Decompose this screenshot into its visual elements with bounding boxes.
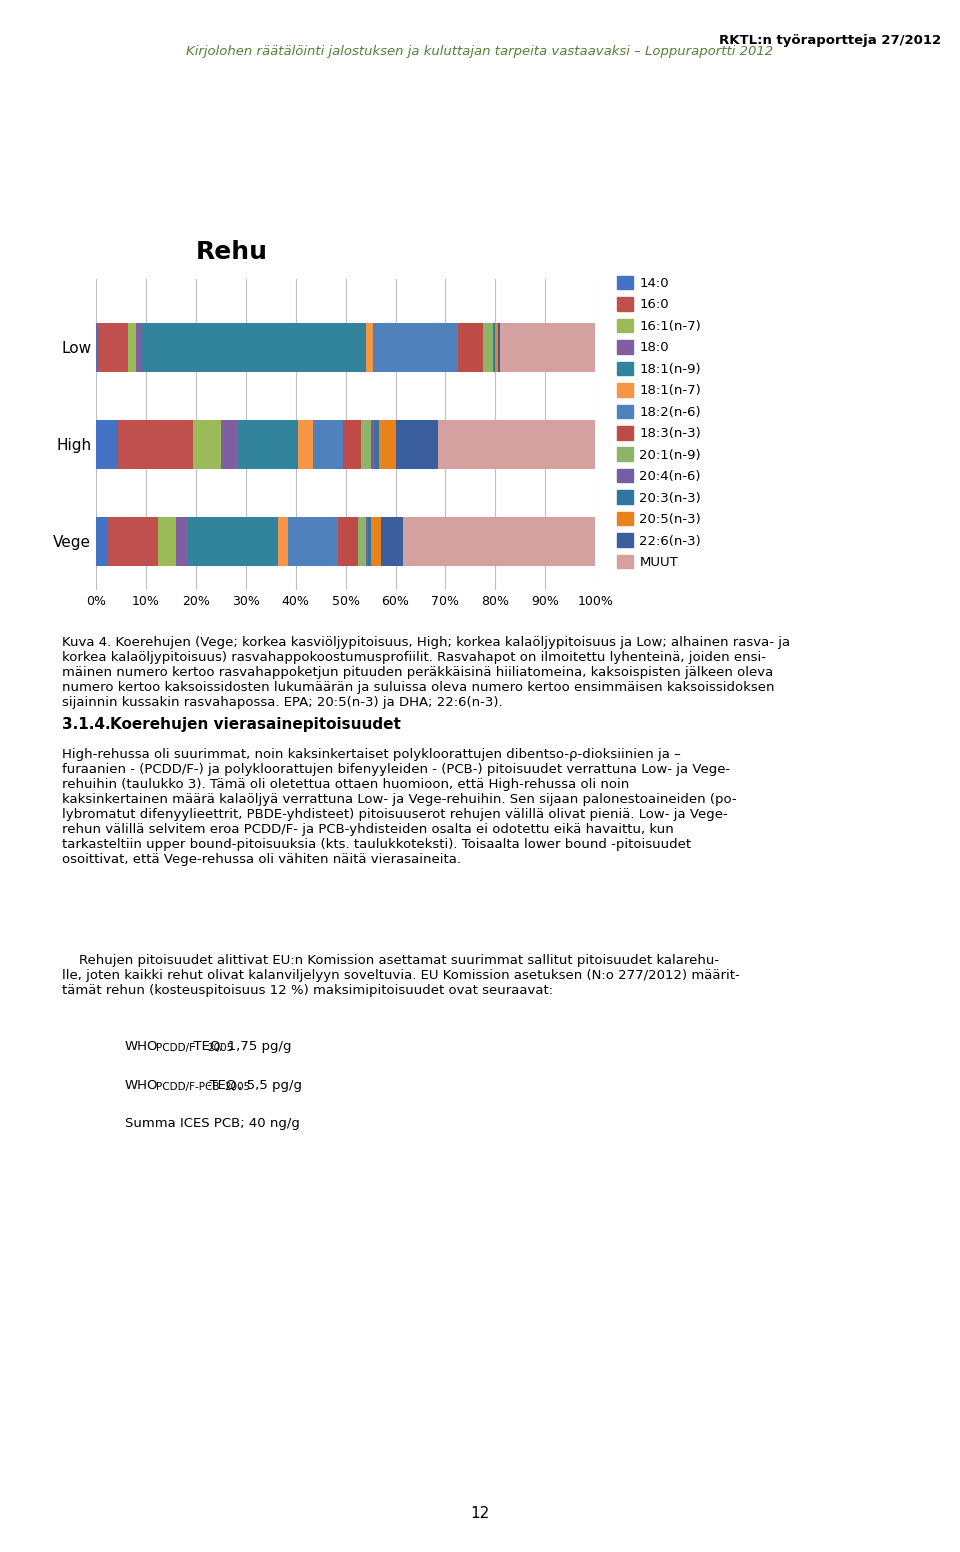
Bar — [221, 421, 238, 469]
Legend: 14:0, 16:0, 16:1(n-7), 18:0, 18:1(n-9), 18:1(n-7), 18:2(n-6), 18:3(n-3), 20:1(n-: 14:0, 16:0, 16:1(n-7), 18:0, 18:1(n-9), … — [612, 270, 707, 574]
Text: -TEQ: -TEQ — [206, 1079, 237, 1091]
Bar — [299, 421, 313, 469]
Bar — [498, 323, 500, 371]
Bar — [96, 517, 108, 565]
Bar — [371, 517, 380, 565]
Bar — [278, 517, 288, 565]
Bar — [492, 323, 494, 371]
Text: 3.1.4.: 3.1.4. — [62, 717, 111, 733]
Bar — [188, 517, 278, 565]
Bar — [238, 421, 299, 469]
Bar — [361, 421, 371, 469]
Bar — [358, 517, 366, 565]
Bar — [374, 421, 378, 469]
Text: Kirjolohen räätälöinti jalostuksen ja kuluttajan tarpeita vastaavaksi – Loppurap: Kirjolohen räätälöinti jalostuksen ja ku… — [186, 45, 774, 57]
Bar — [495, 323, 498, 371]
Bar — [439, 421, 595, 469]
Bar — [500, 323, 595, 371]
Text: Summa ICES PCB; 40 ng/g: Summa ICES PCB; 40 ng/g — [125, 1117, 300, 1130]
Bar — [141, 323, 366, 371]
Text: 2005: 2005 — [225, 1082, 251, 1091]
Bar — [313, 421, 343, 469]
Text: ; 1,75 pg/g: ; 1,75 pg/g — [219, 1040, 292, 1052]
Bar — [176, 517, 188, 565]
Text: PCDD/F: PCDD/F — [156, 1043, 196, 1052]
Bar — [99, 323, 129, 371]
Bar — [396, 421, 439, 469]
Bar — [483, 323, 492, 371]
Bar — [494, 323, 495, 371]
Text: ; 5,5 pg/g: ; 5,5 pg/g — [238, 1079, 302, 1091]
Bar — [193, 421, 221, 469]
Bar — [371, 421, 374, 469]
Bar — [366, 323, 373, 371]
Bar — [288, 517, 338, 565]
Text: RKTL:n työraportteja 27/2012: RKTL:n työraportteja 27/2012 — [719, 34, 941, 47]
Text: 2005: 2005 — [207, 1043, 233, 1052]
Bar — [368, 517, 371, 565]
Text: WHO: WHO — [125, 1040, 158, 1052]
Bar — [458, 323, 483, 371]
Bar — [96, 323, 99, 371]
Bar — [158, 517, 176, 565]
Text: PCDD/F-PCB: PCDD/F-PCB — [156, 1082, 220, 1091]
Text: Rehujen pitoisuudet alittivat EU:n Komission asettamat suurimmat sallitut pitois: Rehujen pitoisuudet alittivat EU:n Komis… — [62, 954, 740, 998]
Text: 12: 12 — [470, 1505, 490, 1521]
Bar — [129, 323, 136, 371]
Bar — [366, 517, 368, 565]
Bar — [136, 323, 141, 371]
Text: Kuva 4. Koerehujen (Vege; korkea kasviöljypitoisuus, High; korkea kalaöljypitois: Kuva 4. Koerehujen (Vege; korkea kasviöl… — [62, 636, 790, 709]
Text: WHO: WHO — [125, 1079, 158, 1091]
Bar — [378, 421, 396, 469]
Text: -TEQ: -TEQ — [190, 1040, 221, 1052]
Bar — [343, 421, 361, 469]
Bar — [96, 421, 118, 469]
Bar — [118, 421, 193, 469]
Text: High-rehussa oli suurimmat, noin kaksinkertaiset polykloorattujen dibentso-ρ-dio: High-rehussa oli suurimmat, noin kaksink… — [62, 748, 737, 866]
Bar — [380, 517, 403, 565]
Text: Koerehujen vierasainepitoisuudet: Koerehujen vierasainepitoisuudet — [110, 717, 401, 733]
Bar — [338, 517, 358, 565]
Text: Rehu: Rehu — [196, 239, 268, 264]
Bar — [403, 517, 595, 565]
Bar — [108, 517, 158, 565]
Bar — [373, 323, 458, 371]
